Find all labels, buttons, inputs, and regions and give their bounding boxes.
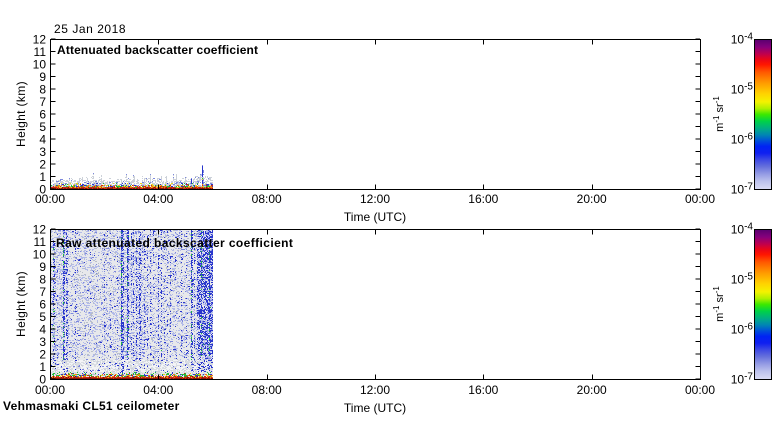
svg-text:9: 9 [39, 70, 46, 84]
svg-text:12: 12 [33, 223, 47, 237]
svg-text:00:00: 00:00 [35, 192, 65, 206]
svg-text:16:00: 16:00 [468, 192, 498, 206]
svg-text:0: 0 [39, 373, 46, 387]
svg-text:5: 5 [39, 120, 46, 134]
svg-text:10: 10 [33, 248, 47, 262]
svg-text:20:00: 20:00 [577, 192, 607, 206]
svg-text:Height (km): Height (km) [14, 271, 28, 337]
svg-text:8: 8 [39, 83, 46, 97]
svg-text:1: 1 [39, 170, 46, 184]
svg-text:04:00: 04:00 [143, 383, 173, 397]
svg-text:m-1 sr-1: m-1 sr-1 [712, 286, 726, 322]
svg-text:2: 2 [39, 348, 46, 362]
svg-text:m-1 sr-1: m-1 sr-1 [712, 96, 726, 132]
svg-text:Time (UTC): Time (UTC) [344, 401, 406, 415]
svg-text:00:00: 00:00 [685, 192, 715, 206]
svg-text:08:00: 08:00 [252, 383, 282, 397]
svg-text:00:00: 00:00 [35, 383, 65, 397]
svg-text:25 Jan 2018: 25 Jan 2018 [54, 22, 126, 36]
svg-text:Raw attenuated backscatter coe: Raw attenuated backscatter coefficient [56, 236, 293, 250]
svg-text:Vehmasmaki CL51 ceilometer: Vehmasmaki CL51 ceilometer [3, 399, 180, 413]
svg-text:2: 2 [39, 158, 46, 172]
svg-text:10: 10 [33, 58, 47, 72]
svg-text:Height (km): Height (km) [14, 81, 28, 147]
svg-text:16:00: 16:00 [468, 383, 498, 397]
svg-text:1: 1 [39, 360, 46, 374]
svg-text:5: 5 [39, 310, 46, 324]
svg-text:4: 4 [39, 323, 46, 337]
svg-text:7: 7 [39, 285, 46, 299]
svg-text:12:00: 12:00 [360, 192, 390, 206]
svg-text:04:00: 04:00 [143, 192, 173, 206]
svg-text:11: 11 [34, 45, 47, 59]
svg-text:20:00: 20:00 [577, 383, 607, 397]
svg-text:Time (UTC): Time (UTC) [344, 210, 406, 224]
svg-text:4: 4 [39, 133, 46, 147]
svg-text:7: 7 [39, 95, 46, 109]
svg-text:6: 6 [39, 108, 46, 122]
svg-text:08:00: 08:00 [252, 192, 282, 206]
svg-text:6: 6 [39, 298, 46, 312]
svg-text:3: 3 [39, 145, 46, 159]
svg-text:12:00: 12:00 [360, 383, 390, 397]
svg-text:8: 8 [39, 273, 46, 287]
svg-text:3: 3 [39, 335, 46, 349]
svg-text:Attenuated backscatter coeffic: Attenuated backscatter coefficient [57, 43, 258, 57]
svg-text:11: 11 [34, 235, 47, 249]
svg-text:00:00: 00:00 [685, 383, 715, 397]
svg-text:0: 0 [39, 183, 46, 197]
svg-text:12: 12 [33, 33, 47, 47]
svg-text:9: 9 [39, 260, 46, 274]
